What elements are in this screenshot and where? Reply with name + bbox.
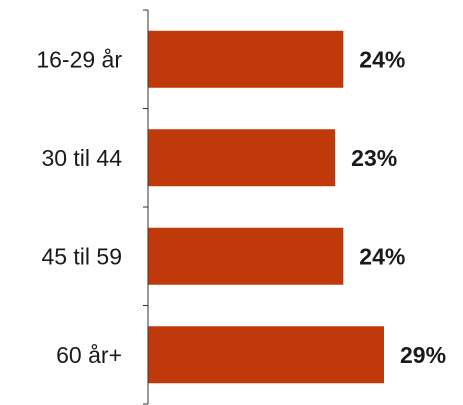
category-label: 45 til 59 [41, 243, 122, 269]
value-label: 23% [351, 145, 397, 171]
category-label: 60 år+ [56, 342, 122, 368]
value-label: 24% [359, 243, 405, 269]
bar [148, 129, 336, 187]
bar [148, 227, 344, 285]
value-label: 29% [400, 342, 446, 368]
value-label: 24% [359, 46, 405, 72]
bar [148, 326, 384, 384]
category-label: 30 til 44 [41, 145, 122, 171]
category-label: 16-29 år [36, 46, 122, 72]
bar [148, 30, 344, 88]
